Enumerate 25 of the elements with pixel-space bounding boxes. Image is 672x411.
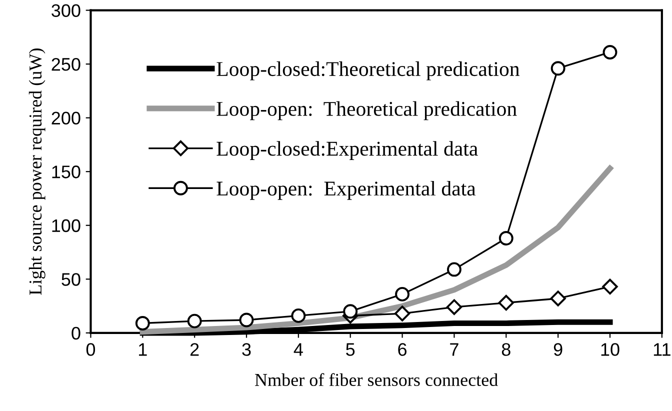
x-tick-label: 8 — [502, 343, 510, 356]
y-tick-label: 200 — [52, 112, 80, 125]
x-tick-label: 6 — [398, 343, 407, 356]
y-axis-title: Light source power required (uW) — [28, 48, 46, 295]
x-tick-label: 4 — [294, 343, 303, 356]
x-tick-label: 3 — [242, 343, 251, 356]
x-tick-label: 9 — [554, 343, 562, 356]
legend-label: Loop-closed:Theoretical predication — [216, 61, 520, 80]
x-tick-label: 10 — [601, 343, 620, 356]
legend-label: Loop-open: Theoretical predication — [216, 101, 517, 120]
y-tick-label: 250 — [52, 58, 80, 71]
legend-label: Loop-open: Experimental data — [216, 180, 476, 200]
x-tick-label: 11 — [654, 343, 670, 356]
y-tick-label: 50 — [62, 273, 80, 286]
x-tick-label: 1 — [139, 343, 147, 356]
x-tick-label: 0 — [86, 343, 96, 356]
y-tick-label: 300 — [52, 4, 80, 17]
x-tick-label: 5 — [346, 343, 355, 356]
x-tick-label: 7 — [450, 343, 458, 356]
y-tick-label: 0 — [72, 326, 80, 340]
x-axis-title: Nmber of fiber sensors connected — [255, 373, 498, 386]
y-tick-label: 100 — [52, 219, 80, 232]
x-tick-label: 2 — [190, 343, 199, 356]
legend-label: Loop-closed:Experimental data — [216, 141, 478, 160]
y-tick-label: 150 — [52, 166, 80, 178]
